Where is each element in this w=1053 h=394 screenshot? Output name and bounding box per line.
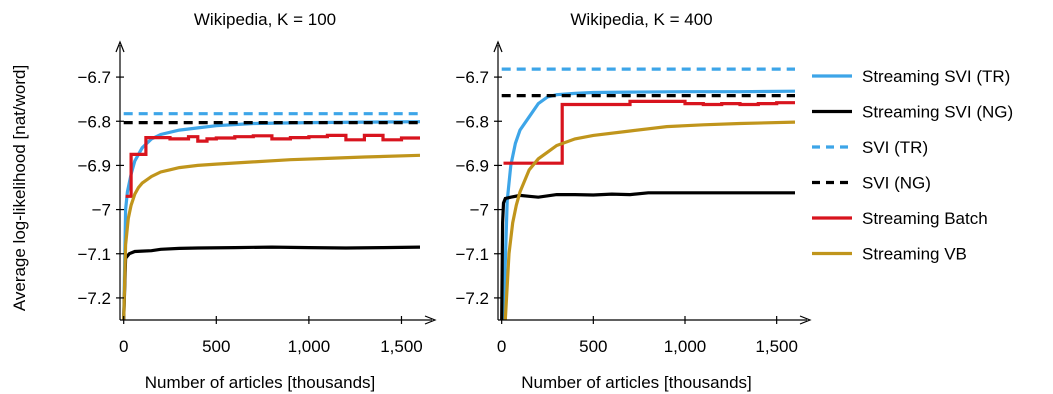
y-tick-label: −7.1: [77, 245, 111, 264]
y-axis-label: Average log-likelihood [nat/word]: [10, 65, 29, 311]
legend-entry: SVI (NG): [812, 174, 931, 193]
x-tick-label: 1,000: [664, 337, 707, 356]
legend-entry: SVI (TR): [812, 138, 928, 157]
chart-panels: Wikipedia, K = 100 Number of articles [th…: [77, 10, 812, 392]
chart-panel-1: Wikipedia, K = 100 Number of articles [th…: [77, 10, 437, 392]
y-tick-label: −6.8: [455, 112, 489, 131]
chart-title: Wikipedia, K = 400: [570, 10, 712, 29]
y-tick-label: −7.2: [455, 289, 489, 308]
x-tick-label: 1,500: [380, 337, 423, 356]
legend: Streaming SVI (TR) Streaming SVI (NG) SVI …: [812, 67, 1013, 264]
legend-entry: Streaming SVI (NG): [812, 103, 1013, 122]
x-tick-label: 0: [497, 337, 506, 356]
series-line-streaming-svi-ng: [500, 191, 795, 320]
legend-label: Streaming VB: [862, 245, 967, 264]
y-tick-label: −6.7: [77, 68, 111, 87]
x-tick-label: 1,000: [288, 337, 331, 356]
x-axis-arrow: [799, 315, 812, 325]
legend-entry: Streaming SVI (TR): [812, 67, 1010, 86]
y-axis-arrow: [493, 40, 503, 53]
legend-label: Streaming SVI (TR): [862, 67, 1010, 86]
x-tick-label: 1,500: [755, 337, 798, 356]
x-tick-label: 500: [202, 337, 230, 356]
x-axis-label: Number of articles [thousands]: [145, 373, 376, 392]
y-tick-label: −6.9: [77, 156, 111, 175]
legend-entry: Streaming VB: [812, 245, 967, 264]
chart-panel-2: Wikipedia, K = 400 Number of articles [th…: [455, 10, 812, 392]
series-line-streaming-svi-tr: [501, 89, 795, 320]
y-tick-label: −7: [470, 201, 489, 220]
x-axis-label: Number of articles [thousands]: [521, 373, 752, 392]
legend-label: SVI (TR): [862, 138, 928, 157]
y-tick-label: −7.1: [455, 245, 489, 264]
legend-label: Streaming Batch: [862, 209, 988, 228]
y-tick-label: −7.2: [77, 289, 111, 308]
y-axis-arrow: [115, 40, 125, 53]
series-group: [500, 67, 795, 320]
series-line-streaming-vb: [122, 153, 420, 320]
legend-entry: Streaming Batch: [812, 209, 988, 228]
legend-label: Streaming SVI (NG): [862, 103, 1013, 122]
series-line-streaming-svi-tr: [122, 120, 420, 320]
chart-title: Wikipedia, K = 100: [194, 10, 336, 29]
y-tick-label: −6.8: [77, 112, 111, 131]
legend-label: SVI (NG): [862, 174, 931, 193]
series-line-streaming-batch: [503, 99, 795, 165]
series-line-streaming-svi-ng: [122, 245, 420, 320]
y-tick-label: −6.9: [455, 156, 489, 175]
series-group: [122, 112, 420, 320]
y-tick-label: −7: [92, 201, 111, 220]
y-tick-label: −6.7: [455, 68, 489, 87]
x-tick-label: 500: [579, 337, 607, 356]
series-line-streaming-vb: [503, 120, 795, 320]
series-line-streaming-batch: [125, 133, 420, 198]
x-axis-arrow: [424, 315, 437, 325]
x-tick-label: 0: [119, 337, 128, 356]
